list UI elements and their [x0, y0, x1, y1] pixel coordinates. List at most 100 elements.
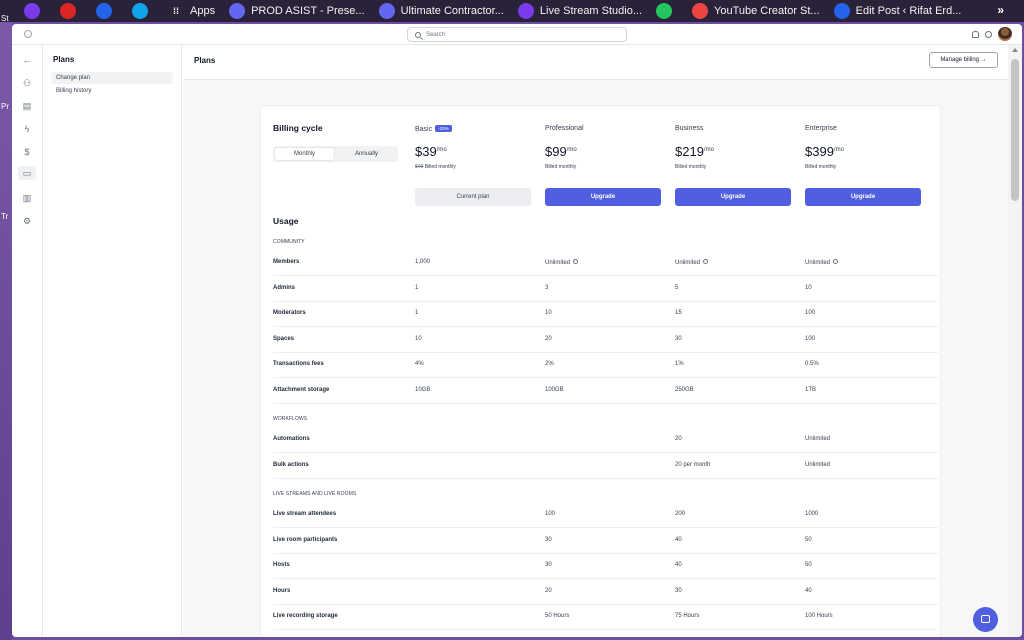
- bookmarks-bar: ⁞⁞ Apps PROD ASIST - Prese... Ultimate Cont…: [0, 0, 1024, 22]
- settings-gear-icon[interactable]: ⚙: [22, 216, 32, 226]
- usage-cell: 0.5%: [805, 361, 819, 367]
- usage-cell-value: 5: [675, 284, 679, 291]
- usage-cell: 1,000: [415, 259, 430, 265]
- info-icon[interactable]: [703, 259, 709, 264]
- usage-cell: 10: [415, 336, 422, 342]
- usage-cell-value: 250GB: [675, 386, 694, 393]
- upgrade-button[interactable]: Upgrade: [675, 188, 791, 206]
- upgrade-button[interactable]: Upgrade: [545, 188, 661, 206]
- price-period: /mo: [566, 147, 577, 153]
- manage-billing-button[interactable]: Manage billing →: [929, 52, 998, 68]
- bookmark-label: Apps: [190, 5, 216, 17]
- bookmark-item[interactable]: PROD ASIST - Prese...: [229, 0, 365, 22]
- bookmark-label: Ultimate Contractor...: [400, 5, 504, 17]
- usage-cell: 1: [415, 310, 418, 316]
- bookmark-item[interactable]: [132, 0, 154, 22]
- bookmark-item[interactable]: Edit Post ‹ Rifat Erd...: [833, 0, 962, 22]
- leaf-icon: [656, 3, 673, 19]
- billed-text: Billed monthly: [545, 164, 577, 170]
- search-icon: [415, 31, 421, 38]
- usage-cell-value: 50: [805, 562, 812, 568]
- billing-cycle-title: Billing cycle: [273, 123, 323, 133]
- usage-row-label: Bulk actions: [273, 461, 309, 468]
- document-icon[interactable]: ▤: [22, 101, 32, 111]
- usage-cell: 100: [545, 511, 555, 517]
- usage-row: Live room participants 30 40 50: [273, 529, 938, 554]
- bookmark-label: Edit Post ‹ Rifat Erd...: [855, 5, 962, 17]
- bookmark-item[interactable]: [24, 0, 46, 22]
- usage-row: Hosts 30 40 50: [273, 554, 938, 579]
- bookmark-item[interactable]: Live Stream Studio...: [517, 0, 642, 22]
- bookmark-item[interactable]: [96, 0, 118, 22]
- firefox-icon: [24, 3, 40, 19]
- bookmark-item[interactable]: [60, 0, 82, 22]
- usage-cell-value: 20: [545, 335, 552, 342]
- billed-text: Billed monthly: [675, 164, 707, 170]
- wordpress-icon: [833, 3, 850, 19]
- current-plan-button[interactable]: Current plan: [415, 188, 531, 206]
- usage-row: Automations 20 Unlimited: [273, 428, 938, 453]
- monthly-option[interactable]: Monthly: [275, 148, 334, 160]
- billed-note: $49 Billed monthly: [415, 164, 456, 170]
- usage-cell: Unlimited: [805, 436, 830, 442]
- app-window: Search ← ⚇ ▤ ϟ $ ▭ ▥ ⚙ Plans Change plan…: [12, 24, 1022, 637]
- messages-icon[interactable]: [985, 30, 992, 38]
- usage-cell: Unlimited: [675, 259, 709, 266]
- billing-card-icon[interactable]: ▭: [18, 166, 36, 180]
- price-value: $99: [545, 144, 567, 159]
- usage-cell-value: 1000: [805, 511, 819, 517]
- subnav-item-billing-history[interactable]: Billing history: [56, 88, 92, 94]
- billed-note: Billed monthly: [545, 164, 576, 170]
- plan-name-text: Basic: [415, 126, 433, 133]
- usage-cell: 50: [805, 562, 812, 568]
- bookmark-item[interactable]: ⁞⁞ Apps: [168, 0, 215, 22]
- usage-cell-value: 3: [545, 284, 549, 291]
- prod-icon: [229, 3, 246, 19]
- info-icon[interactable]: [833, 259, 839, 264]
- usage-cell: 30: [545, 562, 552, 568]
- back-arrow-icon[interactable]: ←: [22, 55, 32, 65]
- bookmark-item[interactable]: Ultimate Contractor...: [378, 0, 504, 22]
- usage-cell-value: 4%: [415, 361, 424, 367]
- usage-cell-value: 10: [545, 310, 552, 316]
- scrollbar-thumb[interactable]: [1011, 59, 1019, 201]
- analytics-icon[interactable]: ▥: [22, 193, 32, 203]
- info-icon[interactable]: [573, 259, 579, 264]
- pdf-icon: [60, 3, 76, 19]
- usage-row: Attachment storage 10GB 100GB 250GB 1TB: [273, 379, 938, 404]
- subnav-item-change-plan[interactable]: Change plan: [51, 72, 173, 84]
- usage-section-heading: WORKFLOWS: [273, 416, 308, 422]
- price-period: /mo: [833, 147, 844, 153]
- bolt-icon[interactable]: ϟ: [24, 124, 30, 134]
- plan-price: $219/mo: [675, 144, 714, 159]
- usage-cell: 40: [675, 537, 682, 543]
- bookmark-item[interactable]: YouTube Creator St...: [692, 0, 820, 22]
- upgrade-button[interactable]: Upgrade: [805, 188, 921, 206]
- usage-row: Transactions fees 4% 2% 1% 0.5%: [273, 353, 938, 378]
- price-value: $219: [675, 144, 704, 159]
- chat-button[interactable]: [973, 607, 998, 632]
- bookmarks-more-button[interactable]: »: [997, 3, 1004, 17]
- dollar-icon[interactable]: $: [24, 147, 30, 157]
- usage-cell: 40: [805, 588, 812, 594]
- bell-icon[interactable]: [972, 30, 979, 38]
- vertical-scrollbar[interactable]: [1008, 45, 1022, 637]
- discount-badge: -20%: [435, 125, 452, 132]
- logo-icon[interactable]: [24, 30, 32, 38]
- members-icon[interactable]: ⚇: [22, 78, 32, 88]
- usage-cell-value: 10: [805, 284, 812, 291]
- usage-row: Live stream attendees 100 200 1000: [273, 503, 938, 528]
- usage-cell: 30: [545, 537, 552, 543]
- avatar[interactable]: [998, 27, 1012, 41]
- studio-icon: [517, 3, 534, 19]
- usage-cell-value: 100: [545, 511, 556, 517]
- usage-cell: 100: [805, 336, 815, 342]
- search-input[interactable]: Search: [407, 27, 627, 42]
- usage-cell-value: 10GB: [415, 386, 431, 393]
- scroll-up-icon[interactable]: [1012, 48, 1018, 52]
- usage-cell-value: 10: [415, 335, 422, 342]
- billed-note: Billed monthly: [805, 164, 836, 170]
- annually-option[interactable]: Annually: [354, 151, 378, 157]
- desktop-text: St: [1, 14, 9, 23]
- bookmark-item[interactable]: [656, 0, 678, 22]
